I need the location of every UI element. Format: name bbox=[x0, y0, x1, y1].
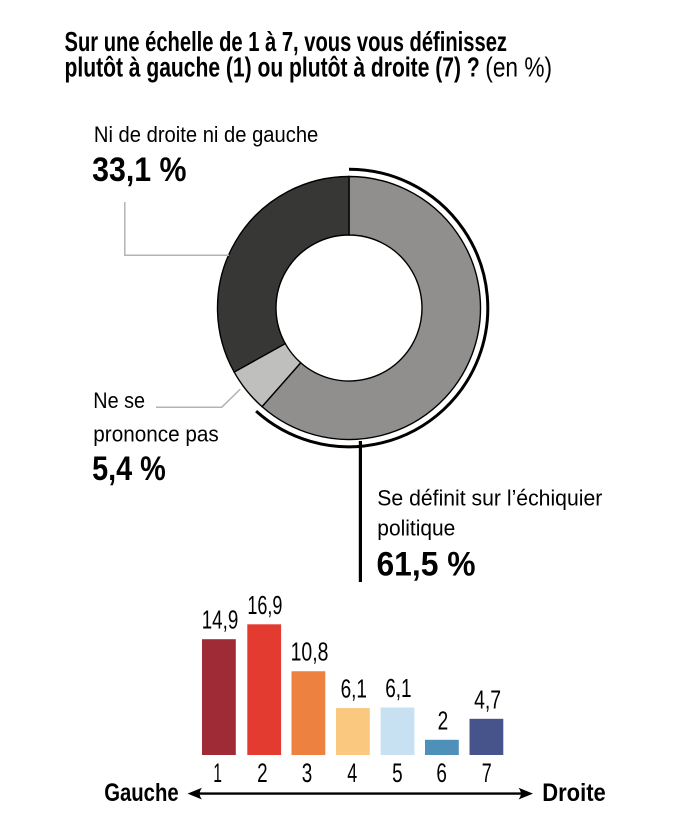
svg-text:6,1: 6,1 bbox=[385, 673, 411, 703]
svg-text:4: 4 bbox=[347, 758, 357, 788]
svg-text:plutôt à gauche (1) ou plutôt: plutôt à gauche (1) ou plutôt à droite (… bbox=[65, 51, 480, 83]
svg-text:5: 5 bbox=[392, 758, 403, 788]
svg-text:Sur une échelle de 1 à 7, vous: Sur une échelle de 1 à 7, vous vous défi… bbox=[65, 25, 508, 57]
svg-text:Ne se: Ne se bbox=[93, 388, 145, 413]
svg-text:Ni de droite ni de gauche: Ni de droite ni de gauche bbox=[94, 122, 318, 147]
svg-text:7: 7 bbox=[482, 758, 492, 788]
svg-text:2: 2 bbox=[257, 758, 268, 788]
svg-text:5,4 %: 5,4 % bbox=[92, 450, 166, 488]
svg-text:Droite: Droite bbox=[542, 780, 606, 807]
svg-text:6: 6 bbox=[436, 758, 447, 788]
svg-text:Gauche: Gauche bbox=[104, 780, 179, 807]
svg-text:16,9: 16,9 bbox=[247, 590, 282, 620]
svg-text:politique: politique bbox=[377, 516, 455, 541]
svg-text:1: 1 bbox=[213, 758, 222, 788]
svg-text:14,9: 14,9 bbox=[202, 605, 239, 635]
svg-text:Se définit sur l’échiquier: Se définit sur l’échiquier bbox=[377, 485, 602, 510]
svg-text:prononce pas: prononce pas bbox=[93, 421, 218, 446]
svg-text:2: 2 bbox=[438, 705, 449, 735]
svg-text:6,1: 6,1 bbox=[341, 674, 367, 704]
svg-text:3: 3 bbox=[302, 758, 313, 788]
svg-text:(en %): (en %) bbox=[485, 51, 552, 83]
svg-text:10,8: 10,8 bbox=[291, 637, 329, 667]
svg-text:4,7: 4,7 bbox=[474, 684, 501, 714]
svg-text:33,1 %: 33,1 % bbox=[92, 151, 186, 189]
svg-text:61,5 %: 61,5 % bbox=[377, 546, 476, 584]
